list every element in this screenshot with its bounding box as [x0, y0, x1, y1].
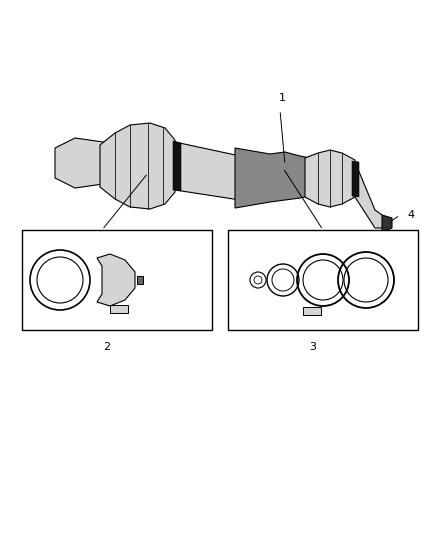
Text: 2: 2	[103, 342, 110, 352]
Polygon shape	[97, 254, 135, 306]
Text: 3: 3	[310, 342, 317, 352]
Text: 4: 4	[407, 210, 414, 220]
Polygon shape	[110, 305, 128, 313]
Polygon shape	[382, 215, 392, 232]
Polygon shape	[175, 142, 240, 200]
Polygon shape	[305, 150, 355, 207]
Polygon shape	[173, 141, 181, 191]
Text: 1: 1	[279, 93, 286, 103]
Polygon shape	[137, 276, 143, 284]
Polygon shape	[235, 148, 310, 208]
Bar	[22, 230, 212, 330]
Bar	[228, 230, 418, 330]
Polygon shape	[352, 161, 359, 197]
Polygon shape	[303, 307, 321, 315]
Polygon shape	[100, 123, 175, 209]
Polygon shape	[355, 162, 385, 228]
Polygon shape	[55, 138, 110, 188]
